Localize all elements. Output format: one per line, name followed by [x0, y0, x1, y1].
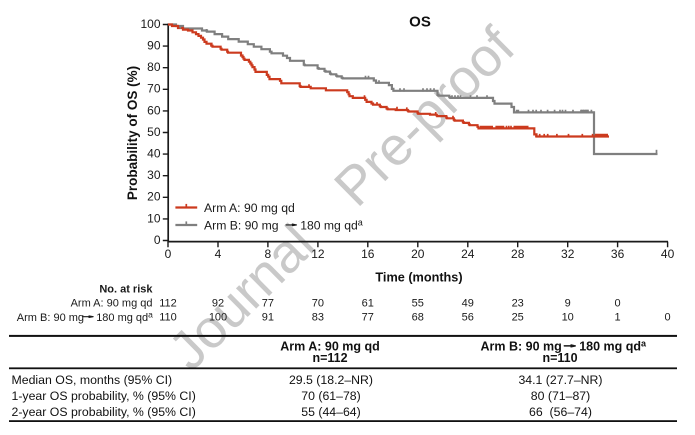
svg-text:16: 16	[361, 247, 375, 261]
svg-text:77: 77	[362, 312, 374, 324]
svg-text:180 mg qda: 180 mg qda	[579, 339, 647, 354]
svg-text:56: 56	[462, 312, 474, 324]
svg-text:40: 40	[661, 247, 675, 261]
svg-text:Journal Pre-proof: Journal Pre-proof	[158, 16, 527, 382]
svg-text:90: 90	[147, 39, 161, 53]
svg-text:23: 23	[512, 298, 524, 310]
svg-text:10: 10	[147, 211, 161, 225]
svg-text:Arm A: 90 mg qd: Arm A: 90 mg qd	[280, 340, 380, 354]
svg-text:0: 0	[154, 233, 161, 247]
svg-text:70 (61–78): 70 (61–78)	[301, 389, 360, 403]
svg-text:50: 50	[147, 125, 161, 139]
svg-text:No. at risk: No. at risk	[99, 284, 153, 296]
svg-text:32: 32	[561, 247, 575, 261]
svg-text:112: 112	[159, 298, 177, 310]
svg-text:83: 83	[312, 312, 324, 324]
svg-text:28: 28	[511, 247, 525, 261]
svg-text:29.5 (18.2–NR): 29.5 (18.2–NR)	[289, 373, 373, 387]
svg-text:110: 110	[159, 312, 177, 324]
svg-text:55: 55	[412, 298, 424, 310]
svg-text:1: 1	[615, 312, 621, 324]
svg-text:24: 24	[461, 247, 475, 261]
svg-text:40: 40	[147, 147, 161, 161]
svg-text:61: 61	[362, 298, 374, 310]
svg-text:60: 60	[147, 103, 161, 117]
svg-text:25: 25	[512, 312, 524, 324]
svg-text:68: 68	[412, 312, 424, 324]
svg-text:Arm B: 90 mg: Arm B: 90 mg	[481, 340, 562, 354]
svg-text:180 mg qda: 180 mg qda	[300, 217, 363, 232]
svg-text:0: 0	[615, 298, 621, 310]
svg-text:2-year OS probability, % (95%: 2-year OS probability, % (95% CI)	[12, 405, 196, 419]
svg-text:80 (71–87): 80 (71–87)	[531, 389, 590, 403]
svg-text:n=112: n=112	[312, 351, 347, 365]
svg-text:Arm A: 90 mg qd: Arm A: 90 mg qd	[71, 298, 153, 310]
svg-text:100: 100	[209, 312, 227, 324]
svg-text:91: 91	[262, 312, 274, 324]
svg-text:12: 12	[311, 247, 325, 261]
svg-text:Arm A: 90 mg qd: Arm A: 90 mg qd	[204, 201, 295, 215]
svg-text:55 (44–64): 55 (44–64)	[301, 405, 360, 419]
svg-text:OS: OS	[409, 14, 431, 31]
svg-text:Probability of OS (%): Probability of OS (%)	[125, 66, 140, 200]
svg-text:92: 92	[212, 298, 224, 310]
svg-text:30: 30	[147, 168, 161, 182]
svg-text:8: 8	[265, 247, 272, 261]
svg-text:Arm B: 90 mg: Arm B: 90 mg	[17, 312, 84, 324]
svg-text:n=110: n=110	[542, 351, 577, 365]
svg-text:49: 49	[462, 298, 474, 310]
svg-text:77: 77	[262, 298, 274, 310]
svg-text:80: 80	[147, 60, 161, 74]
svg-text:34.1 (27.7–NR): 34.1 (27.7–NR)	[518, 373, 602, 387]
svg-text:36: 36	[611, 247, 625, 261]
svg-text:Arm B: 90 mg: Arm B: 90 mg	[204, 218, 279, 232]
svg-text:0: 0	[665, 312, 671, 324]
svg-text:9: 9	[565, 298, 571, 310]
svg-text:20: 20	[147, 190, 161, 204]
svg-text:180 mg qda: 180 mg qda	[96, 309, 153, 324]
svg-text:1-year OS probability, % (95%: 1-year OS probability, % (95% CI)	[12, 389, 196, 403]
svg-text:Time (months): Time (months)	[375, 271, 462, 285]
svg-text:70: 70	[312, 298, 324, 310]
svg-text:66 (56–74): 66 (56–74)	[529, 405, 592, 419]
svg-text:10: 10	[562, 312, 574, 324]
svg-text:100: 100	[140, 17, 160, 31]
svg-text:70: 70	[147, 82, 161, 96]
svg-text:20: 20	[411, 247, 425, 261]
svg-text:0: 0	[165, 247, 172, 261]
svg-text:Median OS, months (95% CI): Median OS, months (95% CI)	[12, 373, 173, 387]
svg-text:4: 4	[215, 247, 222, 261]
